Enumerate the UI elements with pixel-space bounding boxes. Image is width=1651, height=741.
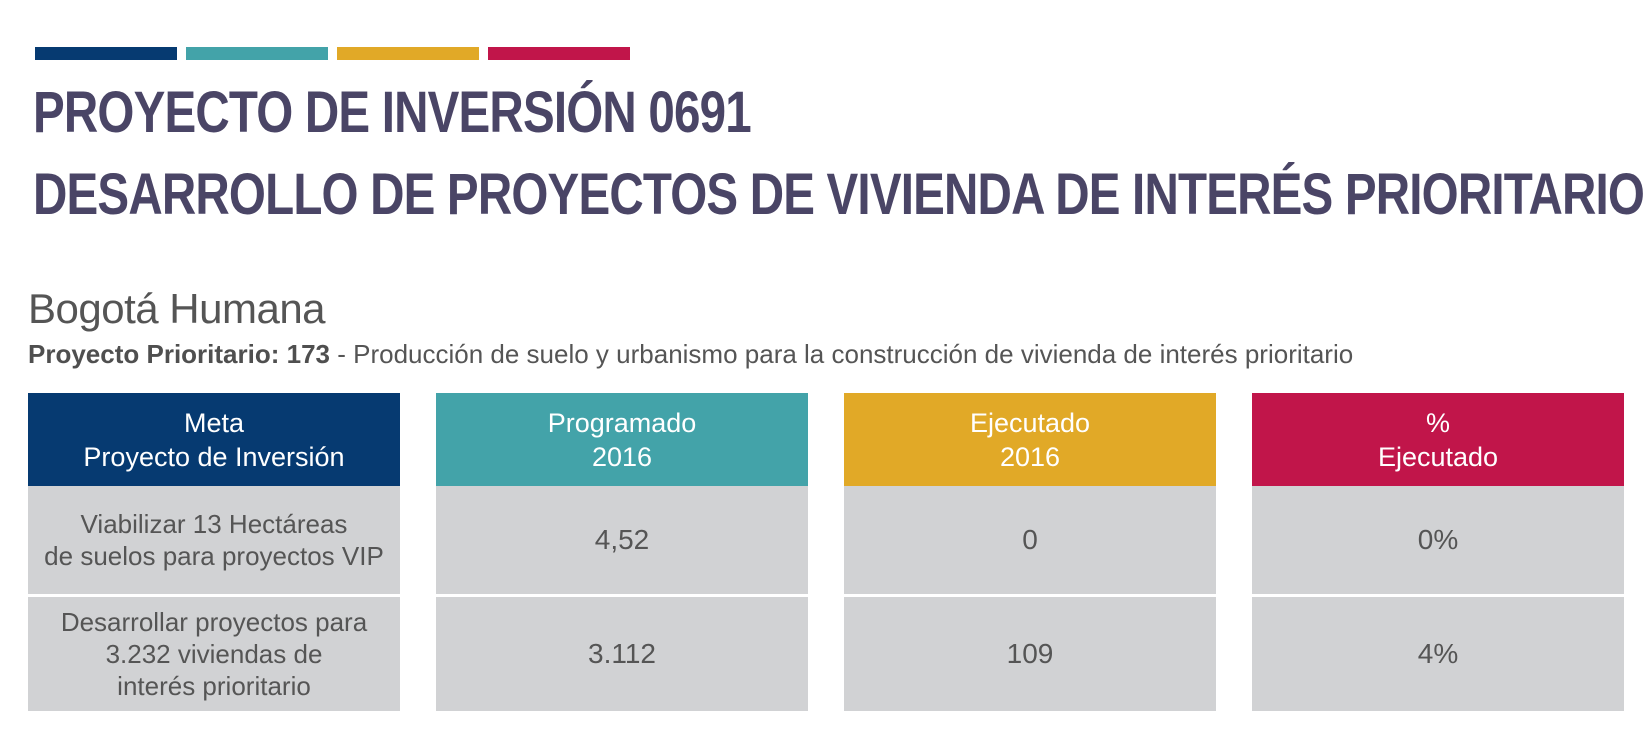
- header-meta: Meta Proyecto de Inversión: [28, 393, 400, 486]
- header-ejecutado: Ejecutado 2016: [844, 393, 1216, 486]
- color-bar-navy: [35, 47, 177, 60]
- cell-value: 109: [1006, 638, 1054, 669]
- header-porcentaje-line2: Ejecutado: [1377, 441, 1499, 472]
- goals-table: Meta Proyecto de Inversión Viabilizar 13…: [28, 393, 1624, 711]
- cell-text: interés prioritario: [117, 671, 311, 701]
- column-programado: Programado 2016 4,52 3.112: [436, 393, 808, 711]
- cell-value: 3.112: [588, 638, 656, 669]
- header-porcentaje: % Ejecutado: [1252, 393, 1624, 486]
- cell-meta-row2: Desarrollar proyectos para 3.232 viviend…: [28, 597, 400, 711]
- header-programado-line2: 2016: [591, 441, 653, 472]
- header-programado-line1: Programado: [547, 407, 697, 438]
- color-bars: [35, 47, 635, 60]
- header-porcentaje-line1: %: [1425, 407, 1450, 438]
- cell-porcentaje-row2: 4%: [1252, 597, 1624, 711]
- column-meta: Meta Proyecto de Inversión Viabilizar 13…: [28, 393, 400, 711]
- column-ejecutado: Ejecutado 2016 0 109: [844, 393, 1216, 711]
- cell-text: Desarrollar proyectos para: [60, 607, 368, 637]
- cell-ejecutado-row2: 109: [844, 597, 1216, 711]
- cell-programado-row2: 3.112: [436, 597, 808, 711]
- color-bar-teal: [186, 47, 328, 60]
- cell-ejecutado-row1: 0: [844, 486, 1216, 597]
- header-ejecutado-line2: 2016: [999, 441, 1061, 472]
- cell-value: 4%: [1417, 638, 1459, 669]
- project-label: Proyecto Prioritario: 173: [28, 339, 330, 369]
- title-line-2: DESARROLLO DE PROYECTOS DE VIVIENDA DE I…: [33, 162, 1645, 227]
- cell-text: 3.232 viviendas de: [105, 639, 323, 669]
- project-description: - Producción de suelo y urbanismo para l…: [330, 339, 1354, 369]
- header-ejecutado-line1: Ejecutado: [969, 407, 1091, 438]
- column-porcentaje: % Ejecutado 0% 4%: [1252, 393, 1624, 711]
- project-line: Proyecto Prioritario: 173 - Producción d…: [28, 339, 1353, 370]
- cell-meta-row1: Viabilizar 13 Hectáreas de suelos para p…: [28, 486, 400, 597]
- cell-porcentaje-row1: 0%: [1252, 486, 1624, 597]
- cell-text: Viabilizar 13 Hectáreas: [80, 509, 348, 539]
- title-line-1: PROYECTO DE INVERSIÓN 0691: [33, 80, 752, 145]
- cell-value: 0: [1022, 524, 1038, 555]
- cell-value: 4,52: [594, 524, 650, 555]
- header-meta-line1: Meta: [183, 407, 245, 438]
- plan-name: Bogotá Humana: [28, 285, 326, 332]
- color-bar-gold: [337, 47, 479, 60]
- header-programado: Programado 2016: [436, 393, 808, 486]
- cell-text: de suelos para proyectos VIP: [44, 541, 384, 571]
- color-bar-crimson: [488, 47, 630, 60]
- header-meta-line2: Proyecto de Inversión: [83, 441, 345, 472]
- page-title: PROYECTO DE INVERSIÓN 0691 DESARROLLO DE…: [33, 72, 1651, 236]
- cell-value: 0%: [1417, 524, 1459, 555]
- cell-programado-row1: 4,52: [436, 486, 808, 597]
